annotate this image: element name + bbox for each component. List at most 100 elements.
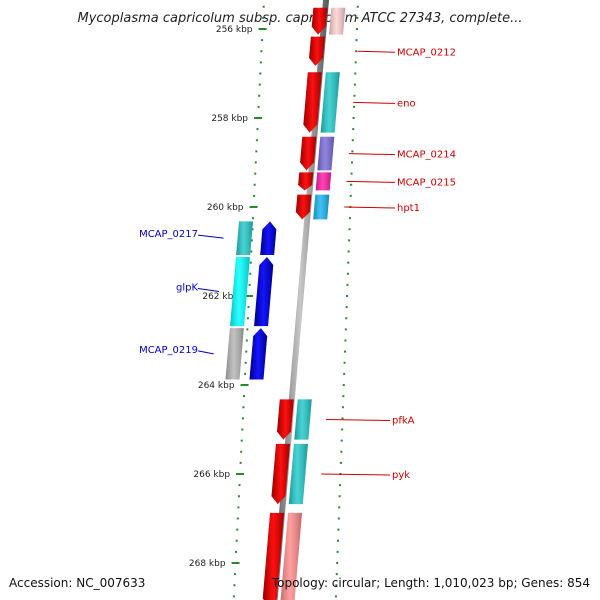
leader-line	[326, 418, 391, 421]
minor-tick	[237, 506, 240, 509]
gene-arrow[interactable]	[277, 399, 294, 440]
gene-arrow[interactable]	[303, 72, 322, 133]
gene-label-eno[interactable]: eno	[397, 98, 416, 109]
cog-bar-shade	[317, 136, 335, 171]
minor-tick	[254, 161, 257, 164]
minor-tick	[350, 183, 353, 186]
minor-tick	[355, 39, 358, 42]
minor-tick	[257, 105, 260, 108]
minor-tick	[253, 194, 256, 197]
gene-arrow[interactable]	[295, 194, 312, 220]
gene-label-mcap0219[interactable]: MCAP_0219	[139, 345, 198, 356]
minor-tick	[246, 317, 249, 320]
gene-arrow[interactable]	[260, 221, 277, 255]
cog-bar-shade	[320, 72, 340, 133]
major-tick	[249, 206, 258, 208]
gene-mcap0217[interactable]	[236, 221, 277, 255]
minor-tick	[356, 16, 359, 19]
gene-pfka[interactable]	[277, 399, 312, 440]
gene-label-hpt1[interactable]: hpt1	[397, 203, 420, 214]
major-tick	[254, 117, 263, 119]
tick-label: 268 kbp	[189, 559, 226, 569]
minor-tick	[340, 439, 343, 442]
minor-tick	[251, 217, 254, 220]
cog-bar-shade	[294, 399, 312, 440]
gene-hpt1[interactable]	[295, 194, 330, 220]
gene-mcap0212[interactable]	[309, 36, 325, 66]
minor-tick	[253, 183, 256, 186]
cog-bar-shade	[280, 512, 303, 600]
gene-arrow[interactable]	[298, 172, 314, 191]
leader-line	[353, 101, 396, 104]
gene-eno[interactable]	[303, 72, 340, 133]
gene-next[interactable]	[262, 512, 303, 600]
major-tick	[258, 28, 267, 30]
gene-label-mcap0215[interactable]: MCAP_0215	[397, 177, 456, 188]
gene-label-mcap0217[interactable]: MCAP_0217	[139, 229, 198, 240]
cog-bar-shade	[288, 443, 308, 505]
minor-tick	[347, 250, 350, 253]
gene-arrow[interactable]	[271, 443, 290, 505]
cog-bar-shade	[225, 328, 244, 380]
minor-tick	[340, 450, 343, 453]
cog-bar-shade	[329, 7, 346, 35]
minor-tick	[251, 228, 254, 231]
leader-line	[346, 180, 396, 183]
gene-mcap0215[interactable]	[298, 172, 332, 191]
leader-line	[357, 50, 396, 53]
major-tick	[236, 473, 245, 475]
minor-tick	[237, 495, 240, 498]
gene-layer	[225, 7, 346, 600]
gene-arrow[interactable]	[300, 136, 317, 171]
genome-stats-text: Topology: circular; Length: 1,010,023 bp…	[271, 576, 590, 590]
minor-tick	[353, 105, 356, 108]
gene-arrow[interactable]	[249, 328, 268, 380]
minor-tick	[259, 61, 262, 64]
gene-label-mcap0212[interactable]: MCAP_0212	[397, 47, 456, 58]
gene-arrow[interactable]	[262, 512, 285, 600]
minor-tick	[341, 417, 344, 420]
backbone-layer	[271, 0, 329, 600]
minor-tick	[336, 539, 339, 542]
minor-tick	[346, 272, 349, 275]
minor-tick	[344, 328, 347, 331]
minor-tick	[260, 50, 263, 53]
minor-tick	[250, 239, 253, 242]
cog-bar-shade	[315, 172, 332, 191]
minor-tick	[258, 83, 261, 86]
minor-tick	[348, 239, 351, 242]
minor-tick	[235, 539, 238, 542]
minor-tick	[255, 139, 258, 142]
minor-tick	[242, 406, 245, 409]
cog-bar-shade	[236, 221, 254, 255]
gene-mcap0211[interactable]	[311, 7, 346, 35]
minor-tick	[336, 562, 339, 564]
minor-tick	[350, 172, 353, 175]
minor-tick	[248, 283, 251, 286]
gene-arrow[interactable]	[254, 256, 274, 327]
gene-label-pfka[interactable]: pfkA	[392, 415, 415, 426]
gene-mcap0214[interactable]	[300, 136, 335, 171]
tick-label: 260 kbp	[207, 203, 244, 213]
cog-bar-shade	[230, 256, 250, 327]
minor-tick	[345, 317, 348, 320]
gene-label-pyk[interactable]: pyk	[392, 470, 410, 481]
gene-mcap0219[interactable]	[225, 328, 268, 380]
gene-arrow[interactable]	[311, 7, 328, 35]
gene-label-glpk[interactable]: glpK	[176, 283, 198, 294]
minor-tick	[241, 417, 244, 420]
gene-arrow[interactable]	[309, 36, 325, 66]
minor-tick	[346, 295, 349, 297]
minor-tick	[240, 439, 243, 442]
minor-tick	[245, 339, 248, 342]
leader-line	[321, 473, 391, 476]
gene-pyk[interactable]	[271, 443, 308, 505]
gene-label-mcap0214[interactable]: MCAP_0214	[397, 150, 456, 161]
gene-glpk[interactable]	[230, 256, 274, 327]
minor-tick	[254, 172, 257, 175]
minor-tick	[334, 595, 337, 598]
tick-label: 266 kbp	[193, 470, 230, 480]
minor-tick	[346, 283, 349, 286]
